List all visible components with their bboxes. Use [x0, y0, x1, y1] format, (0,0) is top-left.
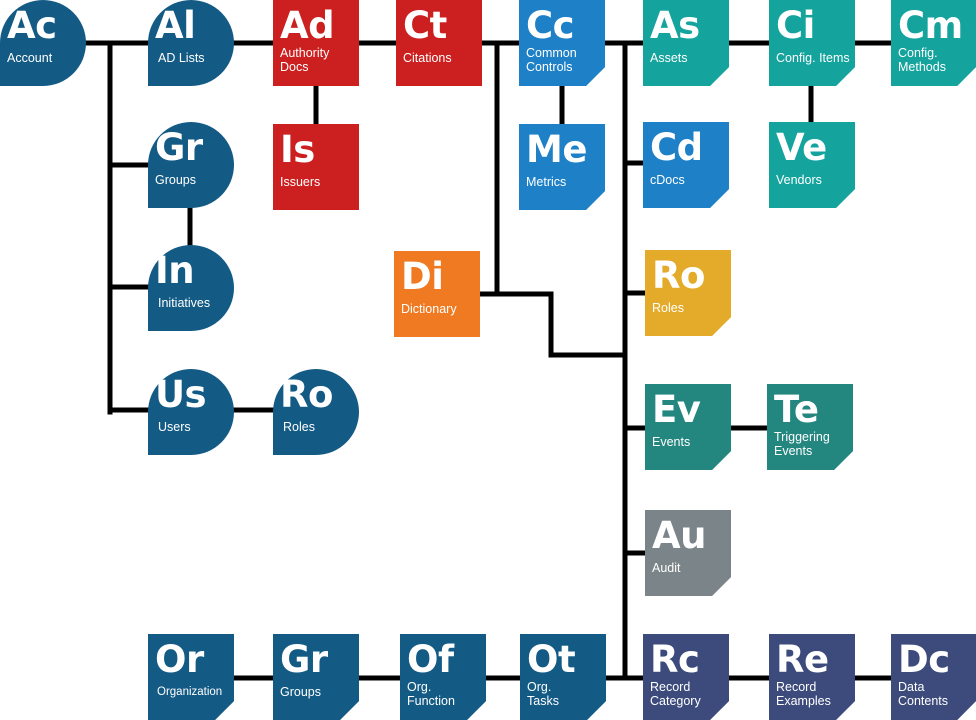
node-vendors[interactable]: Ve Vendors: [769, 122, 855, 208]
node-symbol: Ev: [652, 388, 701, 431]
node-label: Initiatives: [158, 296, 211, 310]
node-label: Citations: [403, 51, 452, 65]
node-org-function[interactable]: Of Org. Function: [400, 634, 486, 720]
node-symbol: Rc: [650, 638, 700, 681]
node-label: Users: [158, 420, 191, 434]
node-label: Config. Methods: [898, 46, 946, 74]
node-symbol: Re: [776, 638, 829, 681]
node-metrics[interactable]: Me Metrics: [519, 124, 605, 210]
node-symbol: Ot: [527, 638, 576, 681]
node-label: Organization: [157, 686, 223, 698]
node-org-tasks[interactable]: Ot Org. Tasks: [520, 634, 606, 720]
node-label: Vendors: [776, 173, 822, 187]
node-initiatives[interactable]: In Initiatives: [148, 245, 234, 331]
node-symbol: Us: [155, 373, 207, 416]
node-label: Record Examples: [776, 680, 831, 708]
node-label: Groups: [280, 685, 321, 699]
node-label: Authority Docs: [280, 46, 330, 74]
node-label: Account: [7, 51, 53, 65]
node-symbol: Ac: [7, 4, 57, 47]
node-label: Roles: [652, 301, 684, 315]
node-symbol: Di: [401, 255, 444, 298]
node-symbol: Of: [407, 638, 454, 681]
node-config-methods[interactable]: Cm Config. Methods: [891, 0, 976, 86]
node-symbol: Ci: [776, 4, 815, 47]
node-label: Config. Items: [776, 51, 850, 65]
node-groups-bottom[interactable]: Gr Groups: [273, 634, 359, 720]
node-symbol: Au: [652, 514, 706, 557]
connector: [479, 291, 628, 358]
node-symbol: As: [650, 4, 700, 47]
node-symbol: Cc: [526, 4, 575, 47]
node-assets[interactable]: As Assets: [643, 0, 729, 86]
node-symbol: Ro: [652, 254, 705, 297]
node-symbol: Me: [526, 128, 587, 171]
node-symbol: In: [155, 249, 195, 292]
node-users[interactable]: Us Users: [148, 369, 234, 455]
node-symbol: Dc: [898, 638, 950, 681]
node-ad-lists[interactable]: Al AD Lists: [148, 0, 234, 86]
node-symbol: Ve: [776, 126, 827, 169]
node-account[interactable]: Ac Account: [0, 0, 86, 86]
node-symbol: Te: [774, 388, 819, 431]
node-label: cDocs: [650, 173, 685, 187]
node-config-items[interactable]: Ci Config. Items: [769, 0, 855, 86]
node-label: Dictionary: [401, 302, 457, 316]
node-events[interactable]: Ev Events: [645, 384, 731, 470]
node-symbol: Ro: [280, 373, 333, 416]
node-authority-docs[interactable]: Ad Authority Docs: [273, 0, 359, 86]
node-roles-left[interactable]: Ro Roles: [273, 369, 359, 455]
node-label: Metrics: [526, 175, 567, 189]
node-label: Roles: [283, 420, 315, 434]
node-groups-top[interactable]: Gr Groups: [148, 122, 234, 208]
node-roles-right[interactable]: Ro Roles: [645, 250, 731, 336]
node-cdocs[interactable]: Cd cDocs: [643, 122, 729, 208]
node-symbol: Ct: [403, 4, 447, 47]
node-label: Audit: [652, 561, 681, 575]
node-symbol: Gr: [155, 126, 203, 169]
node-symbol: Is: [280, 128, 315, 171]
node-record-category[interactable]: Rc Record Category: [643, 634, 729, 720]
node-label: Issuers: [280, 175, 321, 189]
node-label: Record Category: [650, 680, 701, 708]
node-label: AD Lists: [158, 51, 205, 65]
node-symbol: Cd: [650, 126, 703, 169]
node-issuers[interactable]: Is Issuers: [273, 124, 359, 210]
node-label: Common Controls: [526, 46, 577, 74]
node-audit[interactable]: Au Audit: [645, 510, 731, 596]
node-label: Org. Function: [407, 680, 455, 708]
node-symbol: Al: [155, 4, 196, 47]
node-symbol: Cm: [898, 4, 963, 47]
node-record-examples[interactable]: Re Record Examples: [769, 634, 855, 720]
node-common-controls[interactable]: Cc Common Controls: [519, 0, 605, 86]
node-label: Triggering Events: [774, 430, 830, 458]
node-citations[interactable]: Ct Citations: [396, 0, 482, 86]
node-organization[interactable]: Or Organization: [148, 634, 234, 720]
node-symbol: Ad: [280, 4, 335, 47]
node-label: Events: [652, 435, 691, 449]
node-label: Assets: [650, 51, 688, 65]
node-symbol: Or: [155, 638, 204, 681]
node-dictionary[interactable]: Di Dictionary: [394, 251, 480, 337]
node-label: Org. Tasks: [527, 680, 559, 708]
node-label: Groups: [155, 173, 196, 187]
node-triggering-events[interactable]: Te Triggering Events: [767, 384, 853, 470]
node-label: Data Contents: [898, 680, 949, 708]
node-symbol: Gr: [280, 638, 328, 681]
node-data-contents[interactable]: Dc Data Contents: [891, 634, 976, 720]
